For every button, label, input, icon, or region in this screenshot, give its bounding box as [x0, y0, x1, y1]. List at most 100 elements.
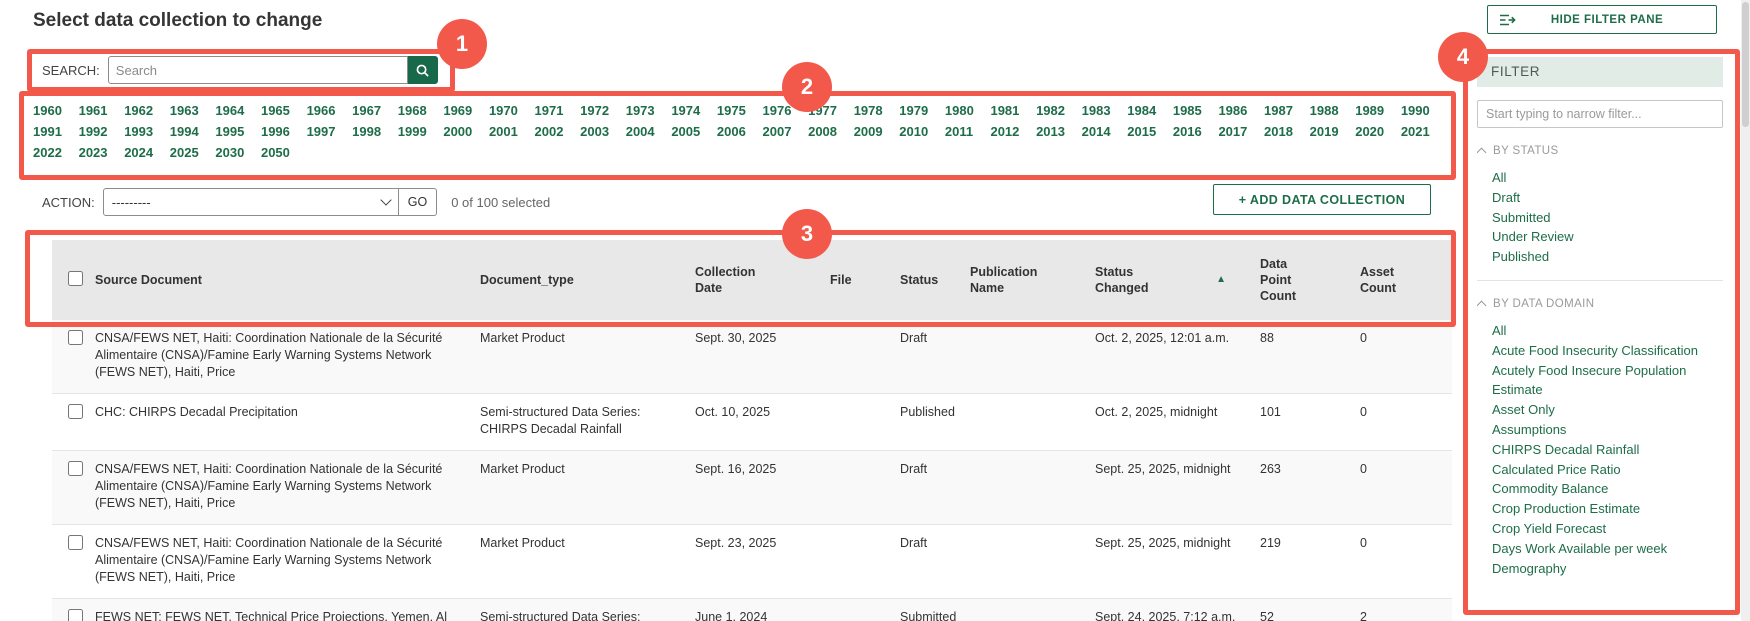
year-link[interactable]: 1961 [78, 103, 108, 118]
filter-link[interactable]: Submitted [1492, 209, 1551, 225]
filter-link[interactable]: Acute Food Insecurity Classification [1492, 342, 1698, 358]
filter-section-header-by-status[interactable]: BY STATUS [1477, 145, 1723, 158]
add-data-collection-button[interactable]: + ADD DATA COLLECTION [1213, 184, 1431, 215]
page-scrollbar[interactable] [1741, 0, 1750, 621]
year-link[interactable]: 1963 [169, 103, 199, 118]
year-link[interactable]: 1996 [260, 124, 290, 139]
year-link[interactable]: 2020 [1355, 124, 1385, 139]
column-header-publication-name[interactable]: Publication Name [970, 264, 1038, 295]
source-document-cell[interactable]: FEWS NET: FEWS NET, Technical Price Proj… [87, 598, 472, 621]
year-link[interactable]: 1982 [1036, 103, 1065, 118]
year-link[interactable]: 1991 [33, 124, 62, 139]
year-link[interactable]: 1970 [488, 103, 518, 118]
year-link[interactable]: 1969 [443, 103, 473, 118]
year-link[interactable]: 1972 [580, 103, 610, 118]
year-link[interactable]: 2016 [1172, 124, 1202, 139]
year-link[interactable]: 1965 [260, 103, 290, 118]
go-button[interactable]: GO [398, 188, 438, 216]
column-header-status[interactable]: Status [900, 272, 939, 287]
row-checkbox[interactable] [68, 609, 83, 621]
search-button[interactable] [407, 56, 438, 84]
column-header-collection-date[interactable]: Collection Date [695, 264, 756, 295]
source-document-cell[interactable]: CNSA/FEWS NET, Haiti: Coordination Natio… [87, 450, 472, 525]
source-document-cell[interactable]: CHC: CHIRPS Decadal Precipitation [87, 393, 472, 451]
filter-link[interactable]: Published [1492, 249, 1550, 265]
row-checkbox[interactable] [68, 461, 83, 476]
year-link[interactable]: 1999 [397, 124, 427, 139]
year-link[interactable]: 2018 [1264, 124, 1293, 139]
year-link[interactable]: 1985 [1172, 103, 1202, 118]
year-link[interactable]: 1983 [1081, 103, 1111, 118]
filter-link[interactable]: Calculated Price Ratio [1492, 461, 1621, 477]
year-link[interactable]: 1998 [352, 124, 382, 139]
filter-link[interactable]: Crop Production Estimate [1492, 501, 1641, 517]
year-link[interactable]: 1978 [853, 103, 883, 118]
source-document-cell[interactable]: CNSA/FEWS NET, Haiti: Coordination Natio… [87, 320, 472, 394]
year-link[interactable]: 2012 [990, 124, 1020, 139]
year-link[interactable]: 1967 [352, 103, 382, 118]
year-link[interactable]: 2005 [671, 124, 701, 139]
scrollbar-thumb[interactable] [1742, 2, 1749, 127]
year-link[interactable]: 2019 [1309, 124, 1339, 139]
column-header-data-point-count[interactable]: Data Point Count [1260, 256, 1297, 304]
year-link[interactable]: 1964 [215, 103, 245, 118]
action-select[interactable]: --------- [102, 188, 399, 216]
row-checkbox[interactable] [68, 535, 83, 550]
year-link[interactable]: 2003 [580, 124, 610, 139]
year-link[interactable]: 1997 [306, 124, 336, 139]
select-all-checkbox[interactable] [68, 271, 83, 286]
year-link[interactable]: 2030 [215, 145, 245, 160]
year-link[interactable]: 2023 [78, 145, 108, 160]
year-link[interactable]: 1962 [124, 103, 154, 118]
year-link[interactable]: 2025 [169, 145, 199, 160]
year-link[interactable]: 1975 [716, 103, 746, 118]
year-link[interactable]: 1986 [1218, 103, 1248, 118]
year-link[interactable]: 2021 [1400, 124, 1430, 139]
column-header-document-type[interactable]: Document_type [480, 272, 574, 287]
year-link[interactable]: 1974 [671, 103, 701, 118]
year-link[interactable]: 2002 [534, 124, 564, 139]
year-link[interactable]: 1966 [306, 103, 336, 118]
year-link[interactable]: 1994 [169, 124, 199, 139]
search-input[interactable] [107, 56, 408, 84]
filter-search-input[interactable] [1477, 100, 1723, 128]
year-link[interactable]: 2004 [625, 124, 655, 139]
filter-link[interactable]: Asset Only [1492, 402, 1555, 418]
year-link[interactable]: 2008 [808, 124, 838, 139]
year-link[interactable]: 1992 [78, 124, 108, 139]
filter-link[interactable]: Draft [1492, 189, 1521, 205]
year-link[interactable]: 2000 [443, 124, 473, 139]
year-link[interactable]: 1981 [990, 103, 1020, 118]
year-link[interactable]: 1990 [1400, 103, 1430, 118]
filter-link[interactable]: Assumptions [1492, 421, 1567, 437]
year-link[interactable]: 2011 [944, 124, 974, 139]
year-link[interactable]: 1976 [762, 103, 792, 118]
year-link[interactable]: 1973 [625, 103, 655, 118]
filter-link[interactable]: Demography [1492, 560, 1567, 576]
row-checkbox[interactable] [68, 404, 83, 419]
year-link[interactable]: 1989 [1355, 103, 1385, 118]
year-link[interactable]: 1984 [1127, 103, 1157, 118]
year-link[interactable]: 1968 [397, 103, 427, 118]
year-link[interactable]: 2001 [488, 124, 518, 139]
column-header-file[interactable]: File [830, 272, 852, 287]
year-link[interactable]: 2014 [1081, 124, 1111, 139]
year-link[interactable]: 1993 [124, 124, 154, 139]
year-link[interactable]: 1979 [899, 103, 929, 118]
year-link[interactable]: 2010 [899, 124, 929, 139]
column-header-source-document[interactable]: Source Document [95, 272, 202, 287]
year-link[interactable]: 1960 [33, 103, 62, 118]
year-link[interactable]: 1980 [944, 103, 974, 118]
year-link[interactable]: 2009 [853, 124, 883, 139]
row-checkbox[interactable] [68, 330, 83, 345]
source-document-cell[interactable]: CNSA/FEWS NET, Haiti: Coordination Natio… [87, 524, 472, 599]
hide-filter-pane-button[interactable]: HIDE FILTER PANE [1487, 5, 1717, 34]
year-link[interactable]: 1995 [215, 124, 245, 139]
filter-link[interactable]: All [1492, 170, 1507, 185]
filter-link[interactable]: Days Work Available per week [1492, 540, 1668, 556]
year-link[interactable]: 2024 [124, 145, 154, 160]
filter-link[interactable]: Commodity Balance [1492, 481, 1609, 497]
year-link[interactable]: 1987 [1264, 103, 1293, 118]
year-link[interactable]: 1977 [808, 103, 838, 118]
filter-link[interactable]: All [1492, 322, 1507, 338]
